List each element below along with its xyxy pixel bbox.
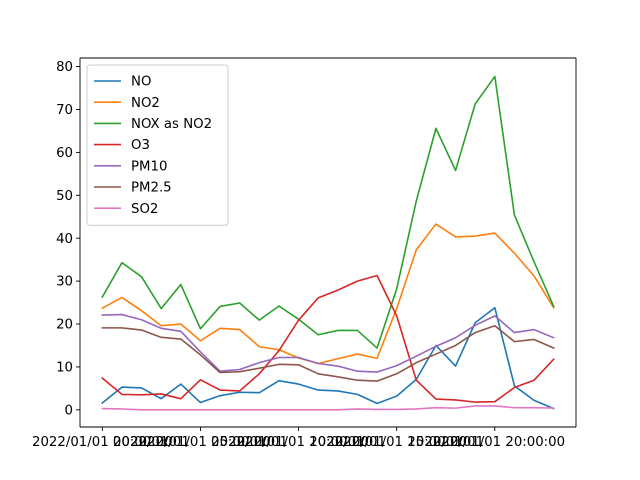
series-line-pm2-5 (101, 324, 555, 382)
legend-label-pm10: PM10 (131, 159, 167, 174)
y-tick-label: 50 (56, 189, 73, 204)
x-tick-label: 2022/01/01 05:00:00 (130, 435, 271, 450)
series-layer (101, 75, 555, 411)
series-line-o3 (101, 274, 555, 403)
series-line-no (101, 306, 555, 410)
legend-label-pm2-5: PM2.5 (131, 181, 172, 196)
y-tick-label: 30 (56, 275, 73, 290)
x-tick-label: 2022/01/01 20:00:00 (425, 435, 566, 450)
y-tick-label: 40 (56, 232, 73, 247)
series-line-no2 (101, 223, 555, 365)
x-tick-label: 2022/01/01 10:00:00 (228, 435, 369, 450)
y-tick-label: 20 (56, 318, 73, 333)
series-line-so2 (101, 405, 555, 411)
series-line-nox-as-no2 (101, 75, 555, 349)
x-tick-label: 2022/01/01 00:00:00 (32, 435, 173, 450)
legend: NO NO2 NOX as NO2 O3 PM10 PM2.5 SO2 (86, 64, 229, 226)
y-tick-label: 80 (56, 60, 73, 75)
x-tick-label-overlap: 2022/01/01 (211, 435, 288, 450)
x-tick-label: 2022/01/01 15:00:00 (326, 435, 467, 450)
legend-box (86, 64, 229, 226)
y-tick-label: 10 (56, 361, 73, 376)
legend-label-no: NO (131, 75, 151, 90)
x-tick-label-overlap: 2022/01/01 (113, 435, 190, 450)
legend-label-no2: NO2 (131, 96, 160, 111)
legend-label-o3: O3 (131, 138, 150, 153)
y-tick-label: 60 (56, 146, 73, 161)
x-tick-label-overlap: 2022/01/01 (407, 435, 484, 450)
x-tick-label-overlap: 2022/01/01 (309, 435, 386, 450)
series-line-pm10 (101, 313, 555, 373)
y-tick-label: 0 (65, 403, 73, 418)
axes-frame (79, 57, 577, 428)
y-axis-ticks: 0 10 20 30 40 50 60 70 80 (56, 60, 80, 418)
y-tick-label: 70 (56, 103, 73, 118)
legend-label-so2: SO2 (131, 202, 158, 217)
legend-label-nox-as-no2: NOX as NO2 (131, 117, 212, 132)
